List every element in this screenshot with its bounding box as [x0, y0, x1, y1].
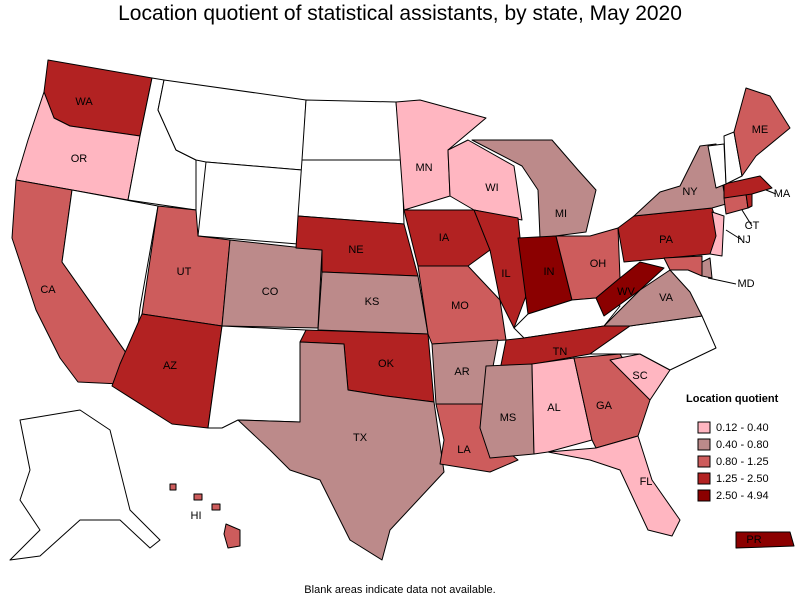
legend-swatch-2	[697, 455, 711, 468]
state-label-IA: IA	[439, 232, 450, 244]
state-label-IN: IN	[544, 266, 555, 278]
state-CO[interactable]	[221, 239, 323, 329]
state-label-CA: CA	[40, 284, 56, 296]
state-DE[interactable]	[701, 257, 713, 279]
state-MS[interactable]	[479, 363, 535, 459]
state-label-MS: MS	[500, 412, 517, 424]
state-label-OR: OR	[71, 153, 88, 165]
state-label-AL: AL	[547, 402, 560, 414]
legend-label-0: 0.12 - 0.40	[716, 422, 769, 434]
state-label-WI: WI	[485, 182, 498, 194]
label-leader-lines	[707, 189, 777, 285]
legend-swatch-0	[697, 421, 711, 434]
map-title: Location quotient of statistical assista…	[118, 2, 682, 25]
state-MA[interactable]	[723, 175, 773, 199]
state-label-GA: GA	[596, 400, 613, 412]
state-label-OH: OH	[590, 258, 607, 270]
state-label-FL: FL	[640, 476, 653, 488]
state-NM[interactable]	[207, 325, 307, 429]
state-SD[interactable]	[297, 159, 405, 225]
legend-swatch-4	[697, 489, 711, 502]
state-label-MI: MI	[555, 208, 567, 220]
state-label-TN: TN	[553, 346, 568, 358]
state-IA[interactable]	[403, 209, 491, 267]
state-WI[interactable]	[447, 139, 523, 221]
state-MD[interactable]	[663, 255, 703, 277]
legend-label-2: 0.80 - 1.25	[716, 456, 769, 468]
state-AK[interactable]	[9, 409, 161, 561]
state-PR[interactable]	[735, 531, 795, 549]
state-label-ME: ME	[752, 124, 769, 136]
state-label-MN: MN	[415, 162, 432, 174]
state-TX[interactable]	[237, 341, 445, 561]
state-label-IL: IL	[501, 268, 510, 280]
state-label-AR: AR	[454, 366, 469, 378]
state-label-MA: MA	[774, 188, 791, 200]
state-label-KS: KS	[365, 296, 380, 308]
state-WY[interactable]	[197, 161, 303, 245]
state-ND[interactable]	[301, 99, 403, 161]
state-label-TX: TX	[353, 432, 368, 444]
footnote: Blank areas indicate data not available.	[304, 584, 496, 596]
state-label-NJ: NJ	[737, 234, 750, 246]
legend-swatch-1	[697, 438, 711, 451]
state-HI[interactable]	[169, 483, 241, 549]
state-label-PA: PA	[659, 234, 674, 246]
state-FL[interactable]	[547, 435, 681, 537]
state-NJ[interactable]	[709, 211, 725, 257]
state-label-MO: MO	[451, 300, 469, 312]
legend-label-4: 2.50 - 4.94	[716, 490, 769, 502]
state-label-WA: WA	[75, 96, 93, 108]
state-MI[interactable]	[471, 139, 597, 239]
legend-title: Location quotient	[686, 393, 779, 405]
state-label-WV: WV	[617, 286, 635, 298]
legend-label-3: 1.25 - 2.50	[716, 473, 769, 485]
state-NY[interactable]	[633, 143, 727, 217]
state-label-SC: SC	[632, 370, 647, 382]
state-label-UT: UT	[177, 266, 192, 278]
state-label-CO: CO	[262, 286, 279, 298]
state-label-MD: MD	[737, 278, 754, 290]
state-label-NE: NE	[348, 244, 363, 256]
state-WV[interactable]	[595, 261, 665, 317]
legend-label-1: 0.40 - 0.80	[716, 439, 769, 451]
state-label-HI: HI	[191, 510, 202, 522]
state-label-NY: NY	[682, 186, 698, 198]
legend-swatch-3	[697, 472, 711, 485]
map-legend: Location quotient 0.12 - 0.40 0.40 - 0.80…	[686, 393, 779, 502]
state-label-AZ: AZ	[163, 360, 177, 372]
state-AL[interactable]	[531, 357, 593, 455]
state-label-PR: PR	[746, 534, 761, 546]
state-label-OK: OK	[378, 358, 395, 370]
state-label-LA: LA	[457, 444, 471, 456]
state-ME[interactable]	[733, 87, 791, 177]
state-label-VA: VA	[659, 292, 674, 304]
